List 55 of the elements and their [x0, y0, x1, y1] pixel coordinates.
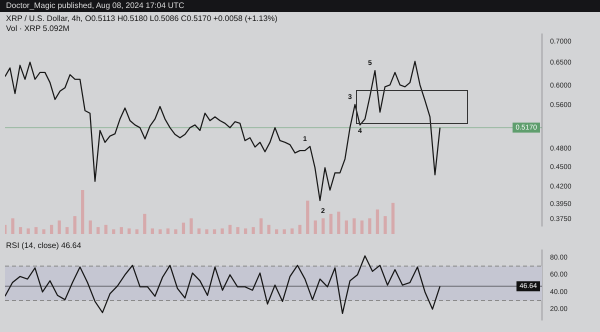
chart-title: Vol · XRP 5.092M	[6, 24, 70, 33]
bar	[88, 220, 92, 234]
bar	[166, 228, 170, 234]
bar	[329, 214, 332, 234]
bar	[337, 212, 340, 234]
bar	[73, 216, 76, 234]
bar	[182, 222, 186, 234]
bar	[252, 227, 255, 234]
chart-title: XRP / U.S. Dollar, 4h, O0.5113 H0.5180 L0.5086 C0.5170 +0.0058 (+1.13%)	[6, 14, 278, 23]
bar	[66, 227, 69, 234]
bar	[282, 229, 286, 234]
bar	[236, 227, 240, 234]
bar	[220, 228, 224, 234]
bar	[259, 218, 263, 234]
bar	[150, 228, 154, 234]
bar	[306, 200, 310, 234]
bar	[267, 224, 270, 234]
bar	[104, 224, 108, 234]
bar	[96, 227, 100, 234]
bar	[244, 228, 248, 234]
bar	[368, 218, 372, 234]
bar	[26, 228, 30, 234]
bar	[11, 218, 14, 234]
bar	[128, 228, 131, 234]
bar	[58, 220, 61, 234]
bar	[81, 190, 84, 234]
bar	[352, 218, 356, 234]
text: Doctor_Magic published, Aug 08, 2024 17:04 UTC	[0, 0, 600, 12]
bar	[298, 224, 302, 234]
bar	[190, 218, 193, 234]
bar	[135, 229, 138, 234]
bar	[42, 229, 46, 234]
bar	[205, 229, 208, 234]
bar	[314, 220, 317, 234]
bar	[290, 228, 294, 234]
bar	[322, 218, 325, 234]
bar	[143, 214, 146, 234]
bar	[212, 229, 216, 234]
bar	[5, 224, 7, 234]
bar	[360, 220, 364, 234]
bar	[34, 227, 38, 234]
bar	[120, 227, 123, 234]
bar	[174, 229, 178, 234]
bar	[197, 228, 201, 234]
bar	[391, 202, 395, 234]
bar	[50, 224, 54, 234]
bar	[158, 229, 162, 234]
bar	[384, 216, 387, 234]
bar	[228, 224, 232, 234]
chart-title: RSI (14, close) 46.64	[6, 241, 82, 250]
bar	[112, 229, 116, 234]
bar	[344, 220, 348, 234]
bar	[376, 209, 380, 234]
bar	[275, 229, 278, 234]
bar	[18, 227, 22, 234]
